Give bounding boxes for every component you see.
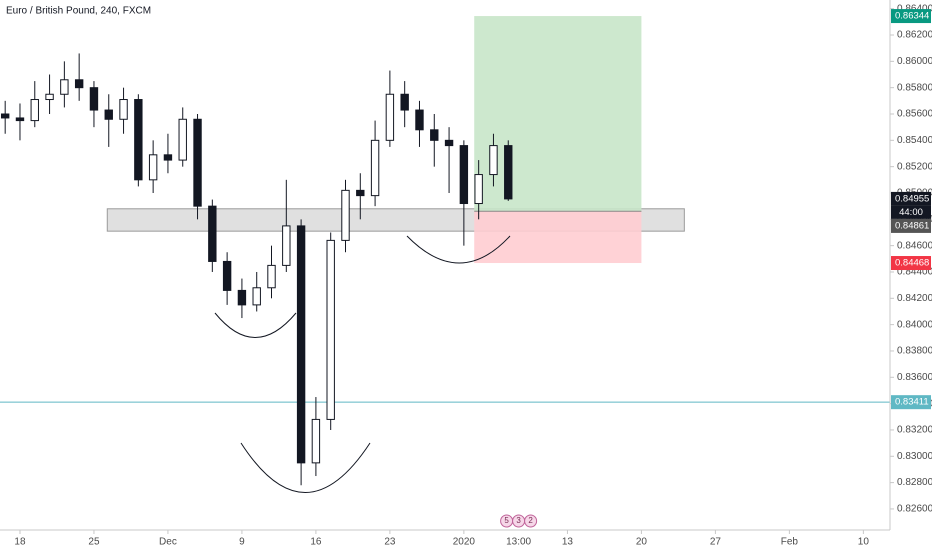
y-tick-label: 0.85400 bbox=[897, 135, 932, 146]
x-tick-label: 10 bbox=[858, 537, 870, 548]
price-label-bg bbox=[891, 9, 931, 24]
event-badge bbox=[524, 514, 538, 528]
price-label-bg bbox=[891, 191, 931, 206]
x-tick-label: 2020 bbox=[453, 537, 476, 548]
stop-area bbox=[474, 211, 642, 264]
y-tick-label: 0.83800 bbox=[897, 346, 932, 357]
target-area bbox=[474, 16, 642, 212]
candle-body bbox=[89, 87, 99, 111]
y-tick-label: 0.84000 bbox=[897, 319, 932, 330]
y-tick-label: 0.83200 bbox=[897, 425, 932, 436]
candle-body bbox=[459, 145, 469, 205]
candle-body bbox=[178, 118, 187, 161]
candle-body bbox=[474, 174, 483, 205]
candle-body bbox=[30, 99, 39, 122]
candle-body bbox=[45, 93, 54, 101]
price-label-bg bbox=[891, 218, 931, 233]
price-label: 0.84468 bbox=[895, 258, 929, 269]
y-tick-label: 0.85600 bbox=[897, 109, 932, 120]
y-tick-label: 0.86400 bbox=[897, 3, 932, 14]
candle-body bbox=[370, 139, 380, 197]
candle-body bbox=[444, 139, 454, 147]
candle-body bbox=[311, 418, 321, 464]
candle-body bbox=[104, 109, 113, 120]
candle-body bbox=[237, 289, 247, 306]
y-tick-label: 0.85200 bbox=[897, 161, 932, 172]
price-label-bg bbox=[891, 395, 931, 410]
candle-body bbox=[282, 225, 291, 266]
drawing-curve bbox=[406, 235, 511, 264]
candle-body bbox=[222, 260, 232, 291]
plot-area bbox=[0, 16, 890, 486]
candle-body bbox=[0, 113, 10, 119]
x-tick-label: Dec bbox=[159, 537, 177, 548]
x-tick-label: Feb bbox=[781, 537, 799, 548]
x-tick-label: 9 bbox=[239, 537, 245, 548]
candle-body bbox=[163, 154, 173, 161]
candle-body bbox=[385, 93, 395, 141]
event-count: 5 bbox=[504, 516, 509, 525]
event-count: 3 bbox=[516, 516, 521, 525]
candle-body bbox=[341, 189, 350, 241]
price-label: 0.84861 bbox=[895, 220, 929, 231]
event-count: 2 bbox=[528, 516, 533, 525]
x-tick-label: 18 bbox=[14, 537, 26, 548]
candle-body bbox=[296, 225, 306, 464]
countdown: 44:00 bbox=[899, 207, 923, 218]
candle-body bbox=[15, 117, 25, 122]
candle-body bbox=[356, 189, 365, 197]
candle-body bbox=[430, 129, 439, 141]
candle-body bbox=[193, 118, 202, 207]
y-tick-label: 0.84200 bbox=[897, 293, 932, 304]
y-tick-label: 0.82600 bbox=[897, 504, 932, 515]
x-tick-label: 25 bbox=[88, 537, 100, 548]
x-tick-label: 23 bbox=[384, 537, 396, 548]
drawing-curve bbox=[214, 312, 297, 338]
y-tick-label: 0.84600 bbox=[897, 240, 932, 251]
candle-body bbox=[60, 79, 69, 95]
chart-title: Euro / British Pound, 240, FXCM bbox=[6, 6, 151, 17]
candle-body bbox=[326, 239, 335, 420]
candle-body bbox=[267, 264, 276, 289]
y-tick-label: 0.83600 bbox=[897, 372, 932, 383]
candle-body bbox=[148, 154, 158, 181]
y-tick-label: 0.86200 bbox=[897, 30, 932, 41]
price-label: 0.83411 bbox=[895, 397, 929, 408]
y-tick-label: 0.85800 bbox=[897, 82, 932, 93]
candle-body bbox=[489, 145, 498, 176]
drawing-curve bbox=[240, 442, 371, 493]
candle-body bbox=[119, 99, 128, 120]
y-tick-label: 0.84400 bbox=[897, 267, 932, 278]
x-tick-label: 27 bbox=[710, 537, 722, 548]
x-tick-label: 20 bbox=[636, 537, 648, 548]
candle-body bbox=[415, 109, 424, 131]
candle-body bbox=[208, 205, 217, 262]
y-tick-label: 0.86000 bbox=[897, 56, 932, 67]
candle-body bbox=[74, 79, 84, 89]
candle-body bbox=[400, 93, 409, 111]
price-label: 0.86344 bbox=[895, 11, 929, 22]
x-tick-label: 16 bbox=[310, 537, 322, 548]
x-tick-label: 13 bbox=[562, 537, 574, 548]
y-tick-label: 0.82800 bbox=[897, 477, 932, 488]
countdown-bg bbox=[891, 205, 931, 219]
y-tick-label: 0.83000 bbox=[897, 451, 932, 462]
candle-body bbox=[504, 145, 513, 200]
price-label: 0.84955 bbox=[895, 193, 929, 204]
candle-body bbox=[252, 287, 261, 306]
candle-body bbox=[134, 99, 143, 181]
crosshair-time-label: 13:00 bbox=[506, 537, 531, 548]
price-label-bg bbox=[891, 256, 931, 271]
